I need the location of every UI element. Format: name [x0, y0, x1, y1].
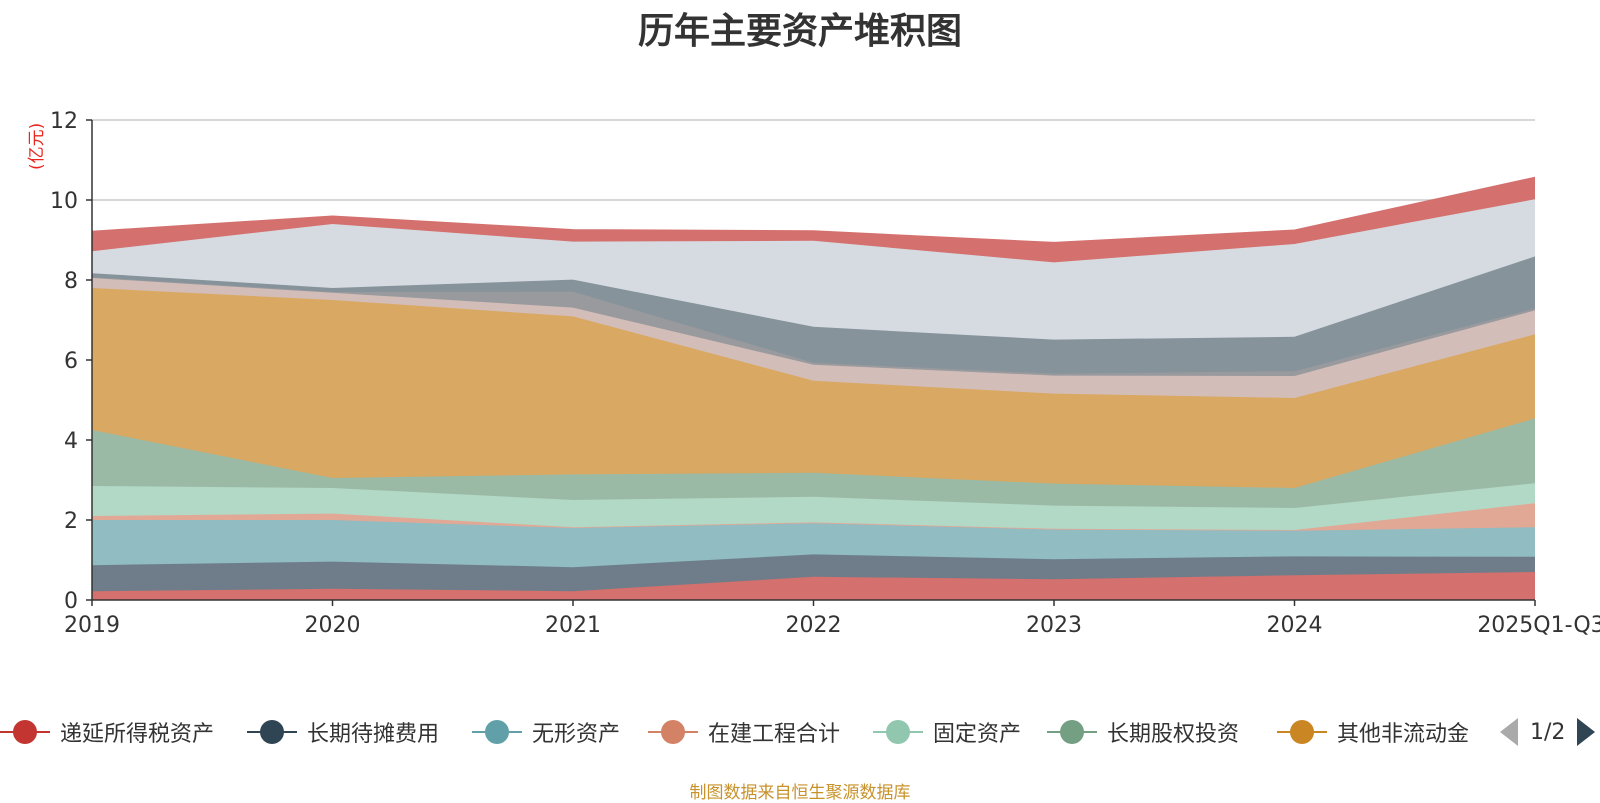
- area-series-edge-11: [91, 176, 1536, 243]
- legend-label: 无形资产: [532, 722, 621, 747]
- area-series-4: [92, 483, 1535, 530]
- y-tick-label-0: 0: [64, 589, 78, 614]
- legend-item-0[interactable]: 递延所得税资产: [0, 712, 214, 752]
- chart-title: 历年主要资产堆积图: [637, 11, 962, 52]
- legend-label: 长期待摊费用: [307, 722, 440, 747]
- area-series-group: [91, 176, 1536, 600]
- y-axis-unit-label: (亿元): [20, 120, 47, 180]
- area-series-6: [92, 288, 1535, 488]
- legend-marker-icon: [1047, 712, 1097, 752]
- legend-label: 其他非流动金: [1337, 722, 1470, 747]
- area-series-5: [92, 418, 1535, 508]
- area-series-0: [92, 572, 1535, 600]
- legend: 递延所得税资产 长期待摊费用 无形资产 在建工程合计 固定资产 长期股权投资 其他非流动金: [0, 712, 1600, 752]
- legend-prev-page-icon[interactable]: [1500, 718, 1518, 746]
- x-tick-label-1: 2020: [305, 613, 361, 638]
- legend-marker-icon: [472, 712, 522, 752]
- area-series-1: [92, 554, 1535, 592]
- y-axis-unit-text: (亿元): [27, 122, 47, 170]
- x-tick-label-2: 2021: [545, 613, 601, 638]
- legend-page-indicator: 1/2: [1530, 719, 1566, 745]
- legend-item-5[interactable]: 长期股权投资: [1047, 712, 1239, 752]
- legend-marker-icon: [873, 712, 923, 752]
- y-tick-label-4: 4: [64, 429, 78, 454]
- legend-item-2[interactable]: 无形资产: [472, 712, 620, 752]
- legend-item-3[interactable]: 在建工程合计: [648, 712, 840, 752]
- x-tick-label-0: 2019: [64, 613, 120, 638]
- y-tick-label-12: 12: [50, 109, 78, 134]
- x-tick-label-6: 2025Q1-Q3: [1477, 613, 1600, 638]
- y-tick-label-6: 6: [64, 349, 78, 374]
- legend-pager: 1/2: [1500, 712, 1596, 752]
- legend-next-page-icon[interactable]: [1577, 718, 1596, 746]
- x-tick-label-5: 2024: [1267, 613, 1323, 638]
- area-series-7: [92, 278, 1535, 398]
- area-series-11: [92, 177, 1535, 263]
- x-tick-label-4: 2023: [1026, 613, 1082, 638]
- data-source-note: 制图数据来自恒生聚源数据库: [689, 783, 911, 803]
- legend-marker-icon: [247, 712, 297, 752]
- y-tick-label-2: 2: [64, 509, 78, 534]
- area-series-9: [92, 256, 1535, 374]
- legend-item-1[interactable]: 长期待摊费用: [247, 712, 439, 752]
- y-tick-label-8: 8: [64, 269, 78, 294]
- legend-label: 固定资产: [933, 722, 1022, 747]
- axes: 0 2 4 6 8 10 12 2019 2020 2021 2022 2023 2024 2025Q1-…: [50, 109, 1600, 638]
- legend-marker-icon: [1277, 712, 1327, 752]
- legend-item-4[interactable]: 固定资产: [873, 712, 1021, 752]
- chart-plot: 0 2 4 6 8 10 12 2019 2020 2021 2022 2023 2024 2025Q1-…: [50, 109, 1600, 638]
- x-tick-label-3: 2022: [786, 613, 842, 638]
- area-series-2: [92, 520, 1535, 568]
- area-series-3: [92, 503, 1535, 531]
- legend-marker-icon: [0, 712, 50, 752]
- legend-label: 长期股权投资: [1107, 722, 1240, 747]
- legend-label: 递延所得税资产: [60, 722, 215, 747]
- legend-label: 在建工程合计: [708, 722, 841, 747]
- y-tick-label-10: 10: [50, 189, 78, 214]
- legend-item-6[interactable]: 其他非流动金: [1277, 712, 1469, 752]
- area-series-10: [92, 199, 1535, 340]
- legend-marker-icon: [648, 712, 698, 752]
